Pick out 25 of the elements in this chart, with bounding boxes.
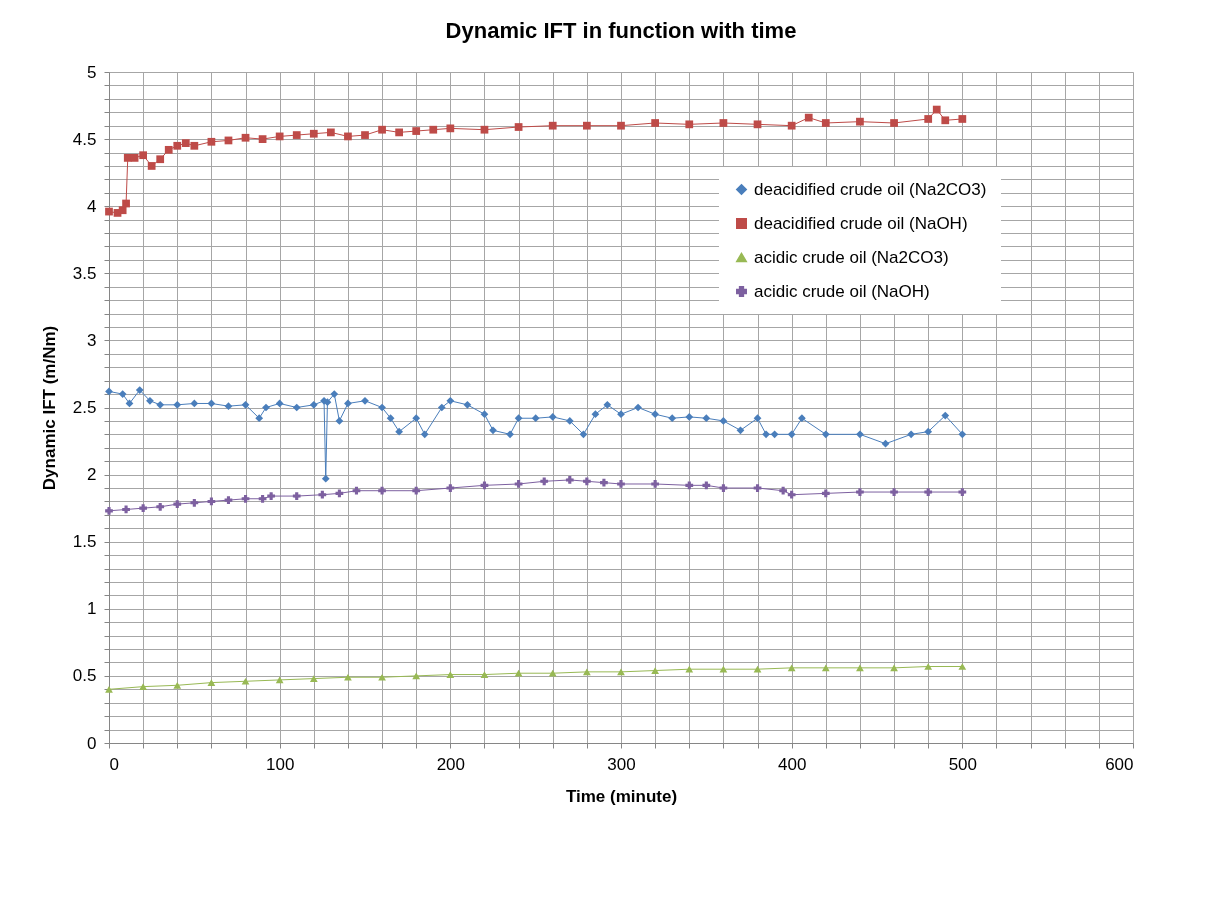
chart-title: Dynamic IFT in function with time <box>445 18 797 43</box>
x-tick-label: 300 <box>607 754 636 774</box>
y-tick-label: 0.5 <box>72 666 97 686</box>
x-tick-label: 600 <box>1105 754 1134 774</box>
y-tick-label: 4 <box>87 196 97 216</box>
y-tick-label: 3.5 <box>72 263 97 283</box>
x-axis-title: Time (minute) <box>565 786 678 806</box>
legend-label: acidic crude oil (Na2CO3) <box>754 247 949 267</box>
x-tick-label: 100 <box>265 754 295 774</box>
x-tick-label: 400 <box>777 754 807 774</box>
y-tick-label: 4.5 <box>72 129 97 149</box>
y-tick-label: 0 <box>87 733 97 753</box>
x-tick-label: 0 <box>109 754 119 774</box>
y-tick-label: 3 <box>87 330 97 350</box>
x-tick-label: 500 <box>948 754 978 774</box>
y-axis-title: Dynamic IFT (m/Nm) <box>39 325 59 491</box>
legend-label: acidic crude oil (NaOH) <box>754 281 930 301</box>
y-tick-label: 2.5 <box>72 398 97 417</box>
y-tick-label: 1 <box>87 599 97 619</box>
legend-label: deacidified crude oil (NaOH) <box>754 213 968 233</box>
x-tick-label: 200 <box>436 754 466 774</box>
legend-label: deacidified crude oil (Na2CO3) <box>754 179 987 199</box>
y-tick-label: 1.5 <box>72 532 97 552</box>
y-tick-label: 2 <box>87 465 97 485</box>
y-tick-label: 5 <box>87 62 97 82</box>
